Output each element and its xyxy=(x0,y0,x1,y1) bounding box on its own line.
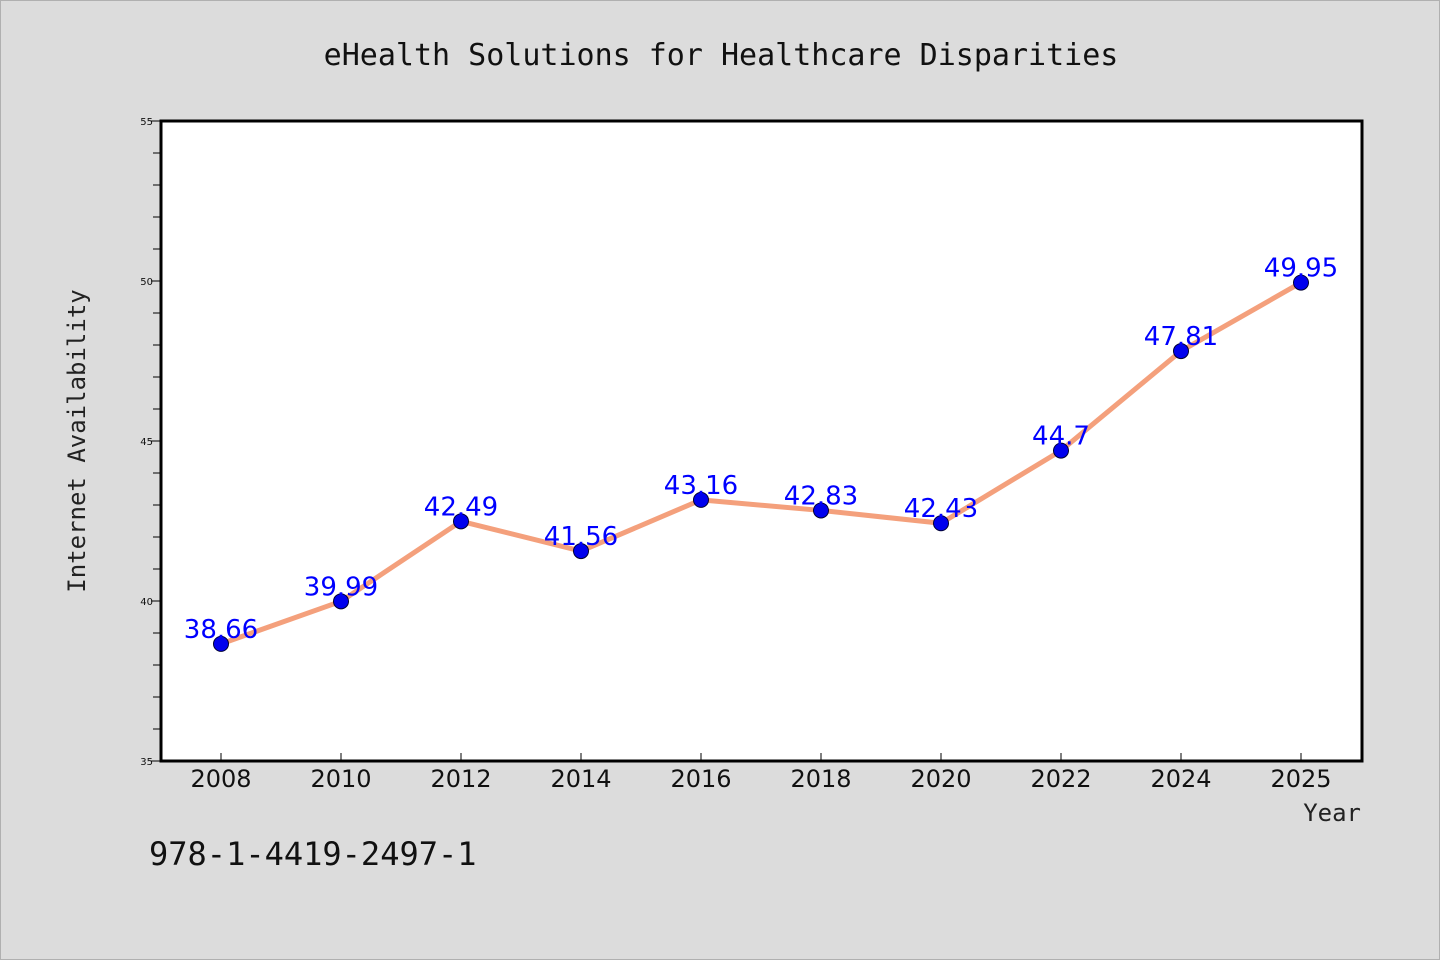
data-point xyxy=(1173,343,1189,360)
data-point xyxy=(453,513,469,530)
data-point xyxy=(573,543,589,560)
y-tick-label: 50 xyxy=(140,277,153,288)
y-tick-label: 35 xyxy=(140,757,153,768)
data-point xyxy=(333,593,349,610)
series-group: 38.66 39.99 42.49 41.56 43.16 42.83 42.43 44.7 4… xyxy=(184,254,1338,652)
x-tick-label: 2016 xyxy=(670,765,731,793)
x-tick-label: 2024 xyxy=(1150,765,1211,793)
x-tick-label: 2018 xyxy=(790,765,851,793)
data-label: 42.49 xyxy=(424,492,498,522)
x-tick-label: 2014 xyxy=(550,765,611,793)
data-label: 42.83 xyxy=(784,481,858,511)
chart-title: eHealth Solutions for Healthcare Dispari… xyxy=(324,38,1119,73)
y-tick-label: 40 xyxy=(140,597,153,608)
data-label: 43.16 xyxy=(664,471,738,501)
x-axis-label: Year xyxy=(1303,799,1361,827)
data-point xyxy=(1053,442,1069,459)
data-point xyxy=(933,515,949,532)
data-label: 44.7 xyxy=(1032,422,1090,452)
x-tick-label: 2022 xyxy=(1030,765,1091,793)
x-tick-label: 2020 xyxy=(910,765,971,793)
data-label: 49.95 xyxy=(1264,254,1338,284)
data-label: 47.81 xyxy=(1144,322,1218,352)
plot-area xyxy=(159,119,1364,763)
y-axis-label: Internet Availability xyxy=(63,289,91,592)
data-point xyxy=(1293,274,1309,291)
data-point xyxy=(693,491,709,508)
series-line xyxy=(218,280,1304,647)
x-tick-label: 2010 xyxy=(310,765,371,793)
y-tick-label: 45 xyxy=(140,437,153,448)
y-axis-ticks: 35 40 45 50 55 xyxy=(140,117,160,768)
isbn-annotation: 978-1-4419-2497-1 xyxy=(149,835,477,873)
y-tick-label: 55 xyxy=(140,117,153,128)
x-tick-label: 2008 xyxy=(190,765,251,793)
x-axis-ticks: 2008 2010 2012 2014 2016 2018 2020 2022 2024 2025 xyxy=(190,753,1332,793)
data-label: 38.66 xyxy=(184,615,258,645)
data-label: 41.56 xyxy=(544,522,618,552)
data-point xyxy=(813,502,829,519)
x-tick-label: 2012 xyxy=(430,765,491,793)
data-label: 39.99 xyxy=(304,572,378,602)
data-label: 42.43 xyxy=(904,494,978,524)
data-point xyxy=(213,635,229,652)
x-tick-label: 2025 xyxy=(1270,765,1331,793)
